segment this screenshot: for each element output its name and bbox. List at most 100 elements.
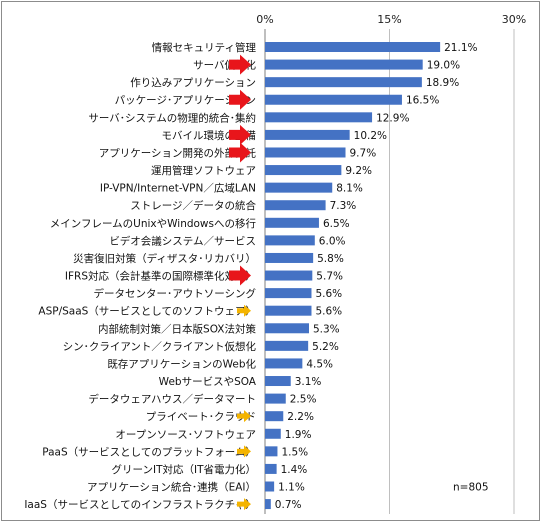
value-label: 5.8% xyxy=(317,253,344,265)
bar xyxy=(265,112,373,123)
value-label: 5.2% xyxy=(312,341,339,353)
bar xyxy=(265,499,271,510)
value-label: 8.1% xyxy=(336,183,363,195)
bar xyxy=(265,182,333,193)
bar-row: 既存アプリケーションのWeb化 4.5% xyxy=(107,357,333,370)
category-label: WebサービスやSOA xyxy=(159,376,257,388)
bar-row: ビデオ会議システム／サービス 6.0% xyxy=(109,234,345,247)
bar-row: サーバ仮想化 19.0% xyxy=(193,54,460,75)
tick-label: 15% xyxy=(377,13,401,26)
bar-row: PaaS（サービスとしてのプラットフォーム） 1.5% xyxy=(42,445,308,458)
value-label: 9.7% xyxy=(350,147,377,159)
bar-row: シン･クライアント／クライアント仮想化 5.2% xyxy=(63,340,339,353)
red-arrow-icon xyxy=(229,265,251,286)
bar-rows: 情報セキュリティ管理 21.1%サーバ仮想化 19.0% 作り込みアプリケーション 18… xyxy=(24,41,477,511)
bar-row: サーバ･システムの物理的統合･集約 12.9% xyxy=(88,111,409,124)
yellow-arrow-icon xyxy=(237,304,251,317)
bar-row: モバイル環境の整備 10.2% xyxy=(162,124,387,145)
bar xyxy=(265,165,342,176)
category-label: IaaS（サービスとしてのインフラストラクチャ） xyxy=(24,499,256,511)
bar-row: 情報セキュリティ管理 21.1% xyxy=(152,41,478,54)
category-label: 情報セキュリティ管理 xyxy=(152,41,257,54)
category-label: メインフレームのUnixやWindowsへの移行 xyxy=(50,217,257,230)
bar xyxy=(265,446,278,457)
bar-row: IaaS（サービスとしてのインフラストラクチャ） 0.7% xyxy=(24,498,302,511)
value-label: 3.1% xyxy=(295,376,322,388)
bar-row: アプリケーション統合･連携（EAI） 1.1% xyxy=(87,481,305,494)
category-label: 運用管理ソフトウェア xyxy=(151,164,256,177)
value-label: 5.7% xyxy=(316,271,343,283)
bar xyxy=(265,340,309,351)
value-label: 1.4% xyxy=(281,464,308,476)
yellow-arrow-icon xyxy=(237,410,251,423)
value-label: 0.7% xyxy=(275,499,302,511)
bar-row: ストレージ／データの統合 7.3% xyxy=(130,199,356,212)
category-label: ASP/SaaS（サービスとしてのソフトウェア） xyxy=(38,306,256,318)
value-label: 6.0% xyxy=(319,235,346,247)
bar-row: メインフレームのUnixやWindowsへの移行 6.5% xyxy=(50,217,350,230)
category-label: グリーンIT対応（IT省電力化） xyxy=(112,463,257,476)
category-label: PaaS（サービスとしてのプラットフォーム） xyxy=(42,446,256,458)
value-label: 6.5% xyxy=(323,218,350,230)
bar xyxy=(265,428,281,439)
bar xyxy=(265,393,286,404)
sample-size-note: n=805 xyxy=(453,482,489,494)
red-arrow-icon xyxy=(229,89,251,110)
category-label: オープンソース･ソフトウェア xyxy=(115,429,256,441)
tick-labels: 0% 15% 30% xyxy=(256,13,526,26)
bar xyxy=(265,376,291,387)
tick-label: 0% xyxy=(256,13,273,26)
bar xyxy=(265,288,312,299)
bar xyxy=(265,270,313,281)
bar xyxy=(265,42,441,52)
category-label: アプリケーション統合･連携（EAI） xyxy=(87,481,256,494)
bar xyxy=(265,358,303,369)
bar-row: データウェアハウス／データマート 2.5% xyxy=(88,393,316,406)
value-label: 21.1% xyxy=(444,42,477,54)
bar xyxy=(265,252,314,263)
category-label: 内部統制対策／日本版SOX法対策 xyxy=(98,322,256,335)
bar-row: IP-VPN/Internet-VPN／広域LAN 8.1% xyxy=(100,182,363,195)
category-label: ビデオ会議システム／サービス xyxy=(109,234,256,247)
bar-row: 運用管理ソフトウェア 9.2% xyxy=(151,164,372,177)
category-label: プライベート･クラウド xyxy=(146,411,256,423)
yellow-arrow-icon xyxy=(237,445,251,458)
category-label: シン･クライアント／クライアント仮想化 xyxy=(63,340,257,353)
category-label: データセンター･アウトソーシング xyxy=(93,287,256,300)
category-label: 作り込みアプリケーション xyxy=(130,77,256,89)
value-label: 4.5% xyxy=(306,358,333,370)
value-label: 19.0% xyxy=(427,60,460,72)
bar xyxy=(265,481,275,492)
bar xyxy=(265,217,319,228)
bar-row: ASP/SaaS（サービスとしてのソフトウェア） 5.6% xyxy=(38,304,342,318)
bar-row: 作り込みアプリケーション 18.9% xyxy=(130,77,459,89)
bar xyxy=(265,94,402,105)
value-label: 10.2% xyxy=(354,130,387,142)
category-label: ストレージ／データの統合 xyxy=(130,199,256,212)
bar xyxy=(265,235,315,246)
yellow-arrow-icon xyxy=(237,498,251,511)
category-label: 既存アプリケーションのWeb化 xyxy=(107,357,256,370)
bar-row: 内部統制対策／日本版SOX法対策 5.3% xyxy=(98,322,340,335)
bar-row: グリーンIT対応（IT省電力化） 1.4% xyxy=(112,463,308,476)
category-label: データウェアハウス／データマート xyxy=(88,393,256,406)
red-arrow-icon xyxy=(229,54,251,75)
value-label: 18.9% xyxy=(426,77,459,89)
bar xyxy=(265,463,277,474)
value-label: 5.6% xyxy=(315,306,342,318)
category-label: 災害復旧対策（ディザスタ･リカバリ） xyxy=(73,252,256,265)
value-label: 1.9% xyxy=(285,429,312,441)
tick-label: 30% xyxy=(502,13,526,26)
bar-row: プライベート･クラウド 2.2% xyxy=(146,410,314,423)
category-label: IP-VPN/Internet-VPN／広域LAN xyxy=(100,182,256,195)
value-label: 1.1% xyxy=(278,482,305,494)
bar-row: オープンソース･ソフトウェア 1.9% xyxy=(115,428,312,441)
bar xyxy=(265,411,284,422)
value-label: 9.2% xyxy=(345,165,372,177)
bar-row: 災害復旧対策（ディザスタ･リカバリ） 5.8% xyxy=(73,252,344,265)
bar xyxy=(265,77,422,88)
bar xyxy=(265,200,326,211)
value-label: 2.2% xyxy=(287,411,314,423)
